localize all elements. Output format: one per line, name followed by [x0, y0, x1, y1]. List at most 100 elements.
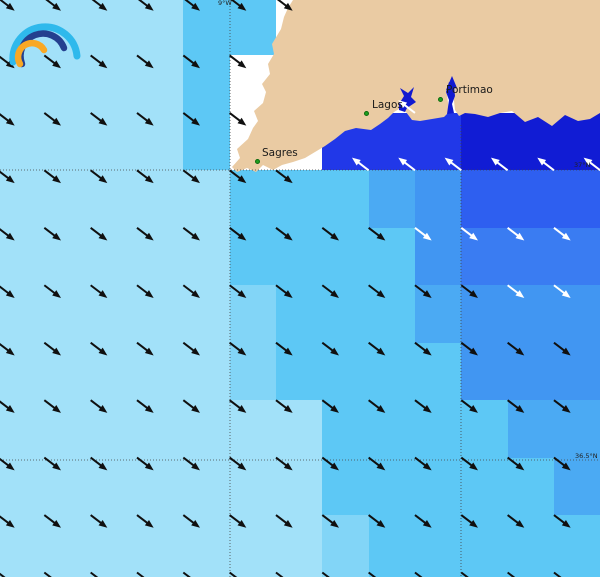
wind-arrow-shaft [229, 227, 242, 238]
wind-arrow-head [422, 462, 432, 471]
grid-cell [461, 227, 509, 286]
grid-cell [275, 400, 323, 459]
wind-arrow-shaft [182, 514, 196, 525]
wind-arrow-head [237, 2, 247, 11]
wind-arrow-head [52, 2, 62, 11]
grid-cell [229, 342, 277, 401]
grid-cell [461, 515, 509, 573]
wind-arrow-shaft [507, 456, 520, 467]
grid-cell [368, 572, 416, 577]
wind-arrow-head [237, 347, 247, 356]
wind-arrow-head [191, 405, 201, 413]
grid-cell [553, 342, 600, 401]
wind-arrow-head [561, 232, 571, 241]
wind-arrow-head [283, 405, 293, 413]
wind-arrow-shaft [449, 161, 462, 172]
wind-arrow-head [237, 462, 247, 471]
grid-cell [507, 227, 555, 286]
grid-cell [183, 285, 231, 344]
wind-arrow-head [5, 175, 15, 184]
wind-arrow-shaft [553, 341, 566, 352]
wind-arrow-shaft [0, 170, 10, 180]
wind-arrow-shaft [553, 456, 566, 467]
wind-arrow-shaft [229, 54, 242, 65]
grid-cell [275, 572, 323, 577]
wind-arrow-shaft [229, 112, 242, 123]
grid-cell [90, 112, 138, 171]
wind-arrow-head [561, 462, 571, 471]
wind-arrow-head [144, 519, 154, 528]
grid-cell [90, 515, 138, 573]
wind-arrow-head [330, 347, 339, 356]
wind-arrow-shaft [368, 227, 381, 238]
wind-arrow-shaft [136, 227, 149, 238]
grid-cell [44, 457, 92, 516]
wind-arrow-head [98, 462, 108, 471]
wind-arrow-shaft [507, 399, 520, 410]
wind-arrow-head [98, 117, 108, 126]
wind-arrow-head [515, 462, 525, 471]
wind-arrow-shaft [321, 284, 335, 295]
wind-arrow-shaft [460, 341, 474, 352]
harbor-inlet [446, 76, 457, 90]
wind-arrow-head [5, 117, 15, 126]
grid-cell [229, 0, 277, 56]
grid-cell [44, 572, 92, 577]
wind-arrow-head [330, 232, 339, 241]
grid-cell [136, 342, 184, 401]
grid-cell [461, 342, 509, 401]
grid-cell [44, 227, 92, 286]
grid-cell [275, 170, 323, 229]
wind-arrow-head [191, 462, 201, 471]
wind-arrow-shaft [414, 341, 427, 352]
wind-arrow-shaft [460, 284, 474, 295]
grid-cell [414, 285, 462, 344]
grid-cell [507, 170, 555, 229]
wind-arrow-shaft [43, 169, 57, 180]
wind-arrow-shaft [90, 227, 103, 238]
wind-arrow-head [515, 290, 525, 299]
wind-arrow-head [283, 2, 293, 11]
grid-cell [461, 170, 509, 229]
coastline [232, 0, 600, 172]
wind-arrow-head [237, 117, 247, 126]
grid-cell [136, 400, 184, 459]
grid-cell [136, 55, 184, 114]
grid-cell [461, 285, 509, 344]
wind-arrow-shaft [136, 112, 149, 123]
wind-arrow-head [52, 405, 62, 413]
wind-arrow-shaft [136, 514, 149, 525]
wind-arrow-head [515, 347, 525, 356]
grid-cell [90, 0, 138, 56]
grid-cell [553, 170, 600, 229]
wind-arrow-head [351, 157, 361, 166]
wind-arrow-shaft [368, 341, 381, 352]
wind-arrow-shaft [229, 341, 242, 352]
grid-cell [183, 515, 231, 573]
grid-cell [322, 342, 370, 401]
wind-arrow-shaft [403, 103, 416, 114]
wind-arrow-head [144, 232, 154, 241]
wind-arrow-shaft [182, 169, 196, 180]
wind-arrow-shaft [368, 284, 381, 295]
wind-arrow-shaft [0, 572, 6, 577]
wind-arrow-shaft [460, 227, 474, 238]
wind-arrow-shaft [0, 400, 10, 410]
wind-arrow-head [283, 519, 293, 528]
wind-arrow-shaft [136, 54, 149, 65]
wind-arrow-head [5, 405, 15, 413]
wind-arrow-head [98, 519, 108, 528]
grid-cell [136, 0, 184, 56]
grid-cell [322, 227, 370, 286]
wind-arrow-head [490, 157, 500, 166]
wind-arrow-head [422, 347, 432, 356]
grid-cell [414, 112, 462, 171]
wind-arrow-shaft [182, 284, 196, 295]
wind-arrow-shaft [0, 55, 10, 65]
wind-arrow-head [469, 519, 478, 528]
wind-arrow-head [5, 519, 15, 528]
wind-arrow-shaft [136, 341, 149, 352]
wind-arrow-head [98, 60, 108, 69]
